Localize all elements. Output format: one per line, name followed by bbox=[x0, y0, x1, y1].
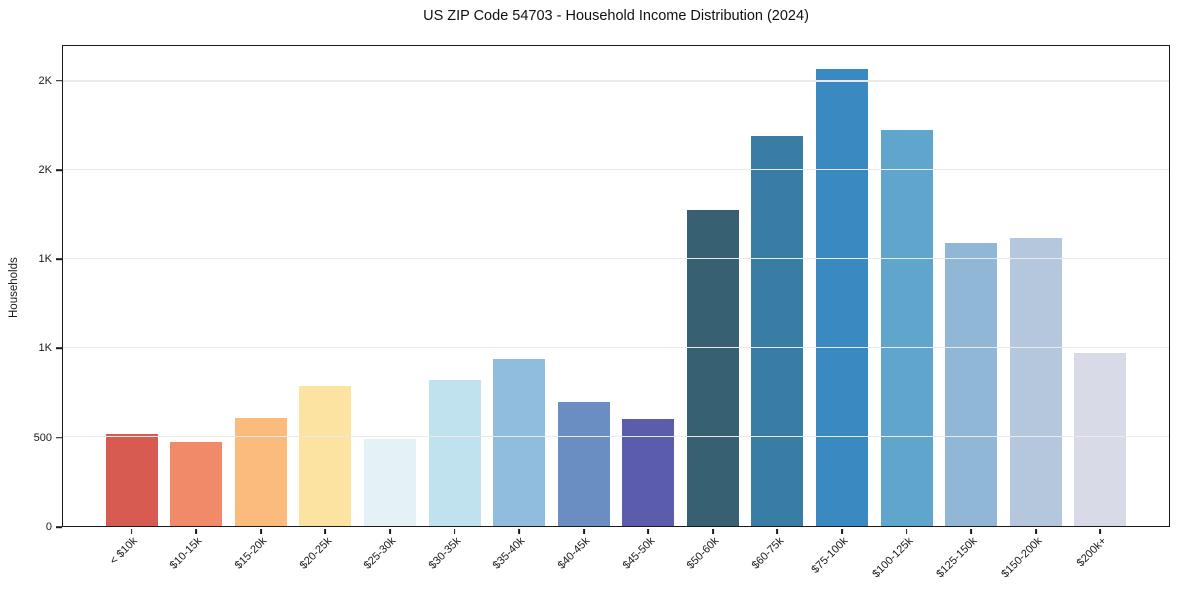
bar bbox=[493, 358, 546, 526]
y-tick-mark bbox=[56, 347, 62, 350]
x-tick-label: $25-30k bbox=[361, 535, 399, 572]
y-tick-mark bbox=[56, 169, 62, 171]
x-tick-label: $35-40k bbox=[490, 535, 528, 572]
bar-slot: $100-125k bbox=[870, 46, 933, 580]
bar bbox=[557, 402, 610, 526]
x-tick-mark bbox=[841, 528, 843, 534]
bar-slot: $25-30k bbox=[362, 46, 416, 572]
x-tick-label: $60-75k bbox=[749, 535, 786, 572]
bar-slot: $50-60k bbox=[685, 46, 739, 572]
bar-slot: $125-150k bbox=[934, 46, 998, 580]
bar-slot: $200k+ bbox=[1074, 46, 1127, 569]
bar-slot: $150-200k bbox=[999, 46, 1062, 580]
y-tick-label: 1K bbox=[38, 253, 52, 266]
y-tick-label: 1K bbox=[38, 342, 52, 355]
x-tick-label: $40-45k bbox=[555, 535, 593, 572]
x-tick-mark bbox=[389, 528, 391, 534]
x-tick-label: $50-60k bbox=[684, 535, 722, 572]
x-tick-mark bbox=[905, 528, 908, 534]
y-tick-mark bbox=[56, 258, 62, 261]
bar-slot: $35-40k bbox=[491, 46, 546, 572]
bar bbox=[686, 209, 739, 526]
y-tick-mark bbox=[56, 526, 62, 528]
x-tick-mark bbox=[582, 528, 585, 534]
y-tick-mark bbox=[56, 436, 62, 439]
bar bbox=[234, 418, 287, 526]
bar bbox=[945, 243, 998, 526]
bar bbox=[299, 386, 352, 526]
x-tick-label: $45-50k bbox=[620, 535, 657, 572]
x-tick-label: $150-200k bbox=[999, 535, 1045, 581]
x-tick-label: $75-100k bbox=[809, 535, 851, 576]
x-tick-mark bbox=[130, 528, 133, 534]
chart-title: US ZIP Code 54703 - Household Income Dis… bbox=[423, 8, 809, 24]
y-axis-label: Households bbox=[8, 257, 20, 318]
x-tick-mark bbox=[647, 528, 650, 534]
y-tick-label: 500 bbox=[33, 431, 52, 444]
x-tick-label: $200k+ bbox=[1074, 535, 1109, 570]
x-tick-label: $100-125k bbox=[869, 535, 916, 581]
x-tick-mark bbox=[970, 528, 973, 534]
x-tick-label: $10-15k bbox=[168, 535, 205, 572]
y-tick-label: 2K bbox=[38, 163, 52, 176]
bar bbox=[880, 129, 933, 526]
x-tick-mark bbox=[195, 528, 198, 534]
bar-slot: $60-75k bbox=[749, 46, 804, 572]
bar bbox=[1074, 352, 1127, 526]
x-tick-mark bbox=[453, 528, 456, 534]
y-tick-label: 2K bbox=[38, 74, 52, 87]
bar-slot: $30-35k bbox=[426, 46, 481, 572]
bar bbox=[170, 441, 223, 526]
bar bbox=[428, 380, 481, 526]
x-tick-label: $30-35k bbox=[426, 535, 464, 572]
x-tick-mark bbox=[776, 528, 779, 534]
bar-slot: $75-100k bbox=[810, 46, 869, 576]
bar bbox=[105, 433, 158, 526]
x-tick-mark bbox=[259, 528, 262, 534]
bar-slot: $45-50k bbox=[620, 46, 675, 572]
bar bbox=[1009, 238, 1062, 526]
bar-slot: $10-15k bbox=[168, 46, 223, 572]
x-tick-mark bbox=[518, 528, 521, 534]
bar bbox=[816, 69, 869, 526]
x-tick-mark bbox=[1034, 528, 1037, 534]
bar bbox=[751, 135, 804, 526]
x-tick-label: $125-150k bbox=[934, 535, 980, 581]
x-tick-label: < $10k bbox=[107, 535, 141, 568]
x-tick-label: $20-25k bbox=[297, 535, 334, 572]
bar-slot: $40-45k bbox=[556, 46, 610, 572]
bar bbox=[622, 419, 675, 526]
y-tick-mark bbox=[56, 79, 62, 82]
bar-slot: $20-25k bbox=[297, 46, 352, 572]
bar-slot: < $10k bbox=[105, 46, 158, 567]
plot-area: < $10k $10-15k $15-20k $20-25k $25-30k $30-35… bbox=[62, 45, 1170, 580]
x-tick-mark bbox=[711, 528, 714, 534]
bar bbox=[363, 438, 416, 526]
x-tick-label: $15-20k bbox=[232, 535, 270, 572]
bars-container: < $10k $10-15k $15-20k $20-25k $25-30k $30-35… bbox=[63, 46, 1169, 580]
y-tick-label: 0 bbox=[45, 521, 52, 533]
bar-slot: $15-20k bbox=[233, 46, 287, 572]
x-tick-mark bbox=[1099, 528, 1102, 534]
x-tick-mark bbox=[324, 528, 327, 534]
